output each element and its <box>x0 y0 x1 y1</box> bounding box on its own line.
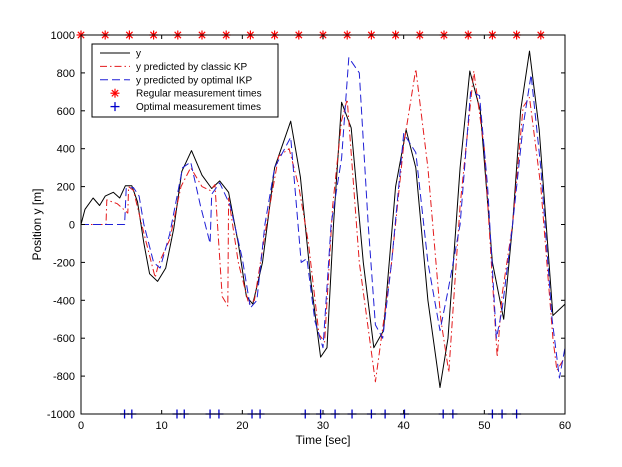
legend-box <box>91 43 279 118</box>
series-line-1 <box>81 68 566 383</box>
legend-swatch <box>110 88 120 98</box>
legend-item: Optimal measurement times <box>110 102 261 113</box>
legend-label: y <box>136 49 141 60</box>
legend-item: y predicted by optimal IKP <box>100 75 252 86</box>
x-axis-label: Time [sec] <box>296 433 351 447</box>
x-tick-label: 20 <box>236 420 248 432</box>
plot-series-lines <box>80 50 566 388</box>
legend: y y predicted by classic KP y predicted by… <box>91 43 279 118</box>
legend-label: Regular measurement times <box>136 89 262 100</box>
x-tick-label: 0 <box>78 420 84 432</box>
legend-label: Optimal measurement times <box>136 102 261 113</box>
y-tick-label: -400 <box>53 295 75 307</box>
series-line-2 <box>81 57 566 379</box>
y-tick-label: 800 <box>57 68 75 80</box>
y-axis-label: Position y [m] <box>30 188 44 260</box>
legend-label: y predicted by classic KP <box>136 62 247 73</box>
y-tick-label: 200 <box>57 182 75 194</box>
y-tick-label: -1000 <box>47 409 75 421</box>
y-tick-label: -800 <box>53 371 75 383</box>
y-tick-label: -600 <box>53 333 75 345</box>
x-tick-label: 40 <box>398 420 410 432</box>
x-tick-label: 50 <box>478 420 490 432</box>
y-tick-label: -200 <box>53 257 75 269</box>
x-tick-label: 30 <box>317 420 329 432</box>
y-tick-label: 0 <box>69 220 75 232</box>
y-tick-label: 400 <box>57 144 75 156</box>
legend-label: y predicted by optimal IKP <box>136 75 252 86</box>
legend-item: y predicted by classic KP <box>100 62 247 73</box>
series-line-0 <box>80 50 566 388</box>
x-tick-label: 60 <box>559 420 571 432</box>
y-tick-label: 1000 <box>51 30 75 42</box>
legend-item: y <box>100 49 141 60</box>
x-tick-label: 10 <box>156 420 168 432</box>
y-tick-label: 600 <box>57 106 75 118</box>
legend-swatch <box>110 102 120 112</box>
axis-ticks: 0 10 20 30 40 50 60 -1000 -800 -600 -400 -200 0 200 40… <box>47 30 571 432</box>
legend-item: Regular measurement times <box>110 88 262 100</box>
